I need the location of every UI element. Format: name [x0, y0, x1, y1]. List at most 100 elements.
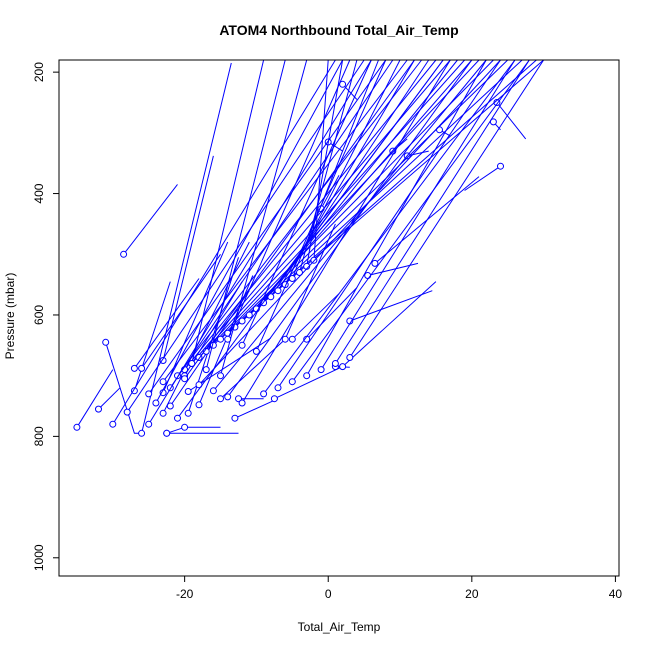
series-71 [317, 59, 516, 374]
series-17 [184, 337, 272, 395]
x-tick-label: 40 [609, 587, 623, 601]
data-point [95, 405, 102, 413]
series-line [227, 59, 351, 340]
data-point [123, 408, 131, 416]
data-point [371, 259, 379, 267]
data-point [152, 399, 160, 407]
data-point [303, 372, 311, 380]
series-line [334, 59, 530, 364]
data-point [159, 357, 167, 364]
data-point [159, 409, 167, 417]
data-point [238, 399, 246, 407]
series-line [141, 62, 232, 434]
chart-title: ATOM4 Northbound Total_Air_Temp [219, 22, 458, 38]
series-70 [303, 59, 487, 380]
series-line [191, 59, 451, 364]
data-point [181, 375, 189, 383]
series-line [162, 241, 250, 414]
series-line [349, 59, 545, 358]
data-point [274, 384, 282, 392]
series-74 [252, 59, 387, 355]
data-point [120, 250, 128, 258]
series-40 [109, 59, 336, 428]
series-68 [274, 59, 501, 392]
series-50 [217, 59, 509, 343]
data-point [288, 335, 296, 343]
series-72 [331, 59, 530, 367]
data-point [138, 364, 146, 372]
series-30 [281, 223, 336, 343]
data-point [364, 272, 372, 279]
data-point [188, 360, 196, 367]
data-point [224, 335, 232, 343]
series-1 [120, 184, 178, 258]
data-point [166, 402, 174, 410]
data-point [130, 364, 138, 372]
data-point [73, 423, 81, 431]
series-61 [296, 59, 358, 276]
series-67 [260, 59, 516, 398]
y-axis: 200 400 600 800 1000 [32, 62, 60, 571]
series-line [184, 59, 415, 379]
data-point [217, 335, 224, 343]
series-line [274, 366, 343, 400]
series-69 [288, 59, 530, 386]
series-29 [371, 176, 480, 267]
series-10 [163, 429, 239, 437]
series-line [313, 59, 329, 261]
y-tick-label: 800 [32, 426, 46, 446]
series-76 [224, 59, 351, 343]
series-46 [188, 59, 451, 367]
series-line [291, 293, 340, 340]
series-line [162, 59, 408, 383]
series-84 [145, 59, 372, 428]
series-4 [130, 281, 171, 395]
x-tick-label: 20 [465, 587, 479, 601]
data-point [331, 360, 339, 367]
data-point [217, 395, 224, 403]
series-line [306, 287, 358, 340]
data-point [145, 390, 153, 398]
data-point [346, 354, 354, 361]
y-tick-label: 600 [32, 305, 46, 325]
series-39 [464, 162, 504, 191]
series-75 [238, 59, 372, 349]
data-point [224, 393, 232, 401]
series-83 [238, 59, 451, 407]
data-point [184, 388, 192, 395]
series-line [112, 59, 336, 425]
data-point [209, 387, 217, 395]
series-line [255, 59, 387, 352]
series-7 [159, 155, 214, 364]
data-point [339, 363, 347, 371]
series-14 [166, 290, 250, 410]
data-point [274, 287, 282, 295]
series-line [169, 59, 394, 389]
data-point [231, 414, 239, 422]
data-point [138, 429, 146, 437]
y-tick-label: 200 [32, 62, 46, 82]
series-line [105, 342, 142, 434]
series-23 [288, 293, 340, 343]
series-line [241, 59, 372, 346]
series-line [205, 59, 480, 352]
data-point [252, 347, 260, 355]
series-line [284, 223, 336, 340]
series-line [306, 59, 487, 376]
data-point [288, 275, 296, 282]
series-5 [138, 62, 232, 437]
data-point [217, 372, 224, 380]
series-line [169, 290, 250, 407]
series-20 [231, 398, 279, 422]
data-point [181, 423, 189, 431]
series-line [76, 369, 114, 428]
series-line [133, 281, 171, 391]
series-line [320, 175, 340, 209]
data-point [296, 269, 303, 276]
series-line [187, 337, 272, 392]
data-point [202, 366, 210, 374]
series-line [191, 59, 265, 364]
y-tick-label: 400 [32, 183, 46, 203]
series-11 [181, 423, 221, 431]
